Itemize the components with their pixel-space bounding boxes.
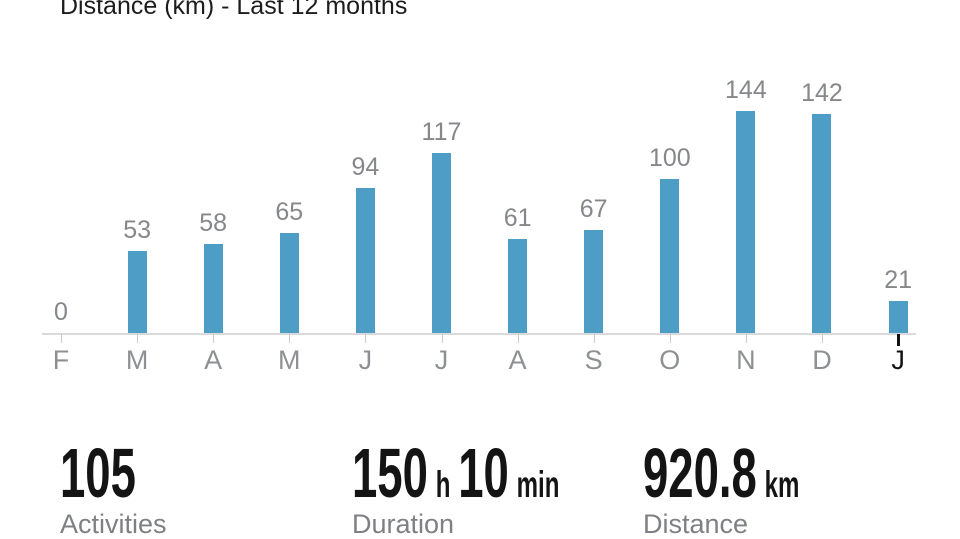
bar-value-label: 61 <box>503 204 532 232</box>
bar-value-label: 21 <box>884 266 912 294</box>
bar <box>127 251 147 333</box>
stat-unit: km <box>764 464 800 505</box>
axis-tick <box>441 334 443 343</box>
axis-tick <box>213 334 215 343</box>
axis-tick <box>365 334 367 343</box>
chart-title: Distance (km) - Last 12 months <box>60 0 408 20</box>
bar-value-label: 53 <box>123 216 151 244</box>
month-column-0[interactable]: 0 <box>23 40 99 333</box>
stat-number: 920.8 <box>643 434 757 512</box>
bar <box>584 230 604 333</box>
month-column-11[interactable]: 21 <box>860 40 936 333</box>
stat-label: Distance <box>643 509 749 539</box>
stat-duration: 150 h 10 min Duration <box>352 438 671 539</box>
axis-tick-current <box>897 334 901 346</box>
month-column-1[interactable]: 53 <box>99 40 175 333</box>
month-column-4[interactable]: 94 <box>327 40 403 333</box>
stat-unit: h <box>435 464 451 505</box>
stat-activities: 105 Activities <box>60 438 177 539</box>
bar-value-label: 65 <box>275 198 304 226</box>
bar-value-label: 58 <box>199 209 228 237</box>
bar-value-label: 0 <box>54 298 68 326</box>
bar-value-label: 117 <box>421 118 462 146</box>
stat-number: 10 <box>458 434 509 512</box>
month-column-3[interactable]: 65 <box>251 40 327 333</box>
bar-value-label: 94 <box>351 153 380 181</box>
stat-number: 150 <box>352 434 428 512</box>
bar <box>508 239 528 333</box>
month-label-11: J <box>891 345 905 375</box>
axis-tick <box>745 334 747 343</box>
stat-value: 920.8 km <box>643 438 799 508</box>
bar <box>888 301 908 333</box>
bar-value-label: 144 <box>725 76 767 104</box>
month-label-4: J <box>358 345 373 375</box>
month-label-5: J <box>434 345 449 375</box>
month-label-9: N <box>736 345 756 375</box>
month-label-7: S <box>584 345 603 375</box>
month-label-8: O <box>659 345 681 375</box>
bar <box>355 188 375 333</box>
stat-label: Activities <box>60 509 167 539</box>
bar <box>203 244 223 333</box>
bar-value-label: 67 <box>579 195 608 223</box>
month-column-10[interactable]: 142 <box>784 40 860 333</box>
month-column-6[interactable]: 61 <box>480 40 556 333</box>
month-column-8[interactable]: 100 <box>632 40 708 333</box>
month-column-9[interactable]: 144 <box>708 40 784 333</box>
distance-bar-chart: 0 F 53 M 58 A 65 M 94 J 117 J 61 A 67 S 100 O 144 N 142 D 21 J <box>23 40 936 375</box>
stat-value: 150 h 10 min <box>352 438 559 508</box>
axis-tick <box>669 334 671 343</box>
stat-label: Duration <box>352 509 455 539</box>
axis-tick <box>289 334 291 343</box>
month-label-0: F <box>52 345 70 375</box>
axis-tick <box>61 334 62 343</box>
axis-tick <box>822 334 823 343</box>
month-column-2[interactable]: 58 <box>175 40 251 333</box>
month-label-6: A <box>508 345 527 375</box>
bar-value-label: 142 <box>801 79 843 107</box>
axis-tick <box>137 334 139 343</box>
bar <box>736 111 756 333</box>
bar <box>279 233 299 333</box>
axis-tick <box>593 334 595 343</box>
bar <box>660 179 680 333</box>
stat-unit: min <box>516 464 560 505</box>
axis-tick <box>517 334 519 343</box>
bar <box>431 153 451 333</box>
stat-number: 105 <box>60 434 136 512</box>
month-label-1: M <box>125 345 149 375</box>
month-label-3: M <box>278 345 301 375</box>
x-axis-line <box>42 333 916 335</box>
month-column-7[interactable]: 67 <box>556 40 632 333</box>
month-label-2: A <box>204 345 223 375</box>
stat-value: 105 <box>60 438 136 508</box>
month-label-10: D <box>812 345 832 375</box>
bar <box>812 114 832 333</box>
month-column-5[interactable]: 117 <box>403 40 479 333</box>
stat-distance: 920.8 km Distance <box>643 438 884 539</box>
bar-value-label: 100 <box>648 144 691 172</box>
